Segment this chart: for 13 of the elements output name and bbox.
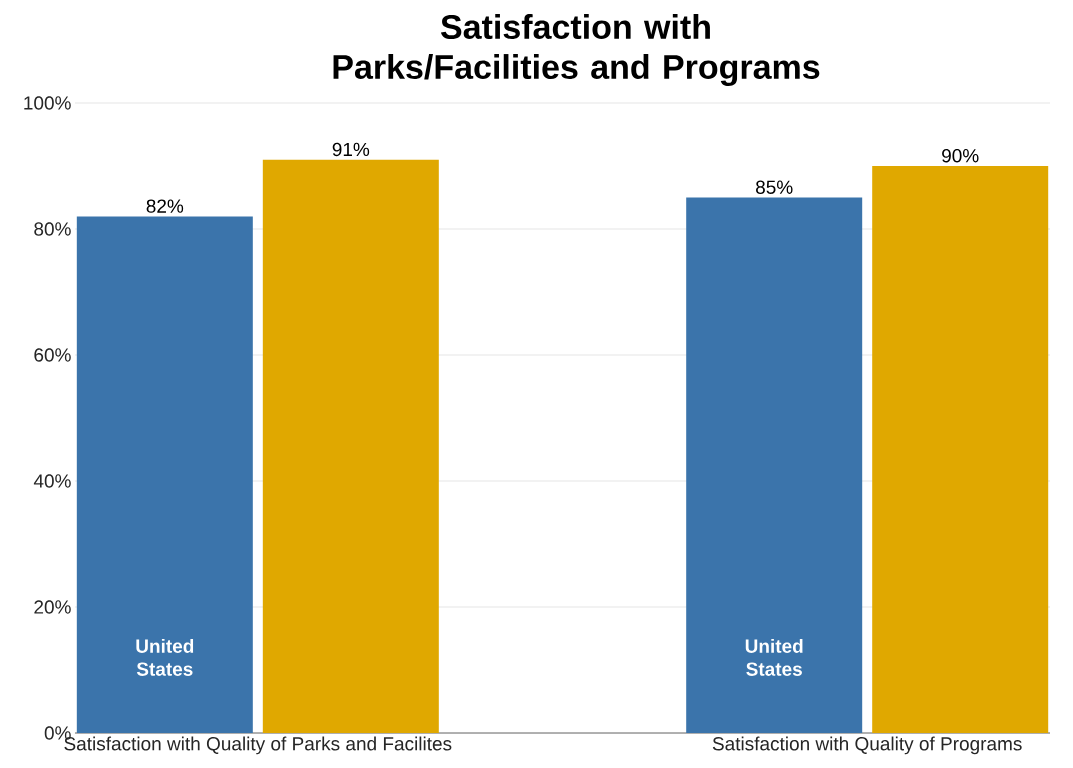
y-tick-label: 60%: [34, 348, 71, 362]
data-label: 90%: [942, 149, 979, 163]
text: United States: [745, 638, 803, 676]
chart-title: Satisfaction with Parks/Facilities and Programs: [333, 14, 820, 86]
y-tick-label: 100%: [24, 96, 71, 110]
y-tick-label: 20%: [34, 600, 71, 614]
data-label: 82%: [146, 199, 184, 213]
data-label: 91%: [332, 142, 370, 157]
y-tick-label: 40%: [33, 474, 71, 488]
x-tick-label: Satisfaction with Quality of Programs: [712, 736, 1022, 755]
data-label: 85%: [756, 180, 793, 194]
series-label: United States: [136, 638, 194, 676]
y-tick-label: 80%: [34, 222, 71, 236]
